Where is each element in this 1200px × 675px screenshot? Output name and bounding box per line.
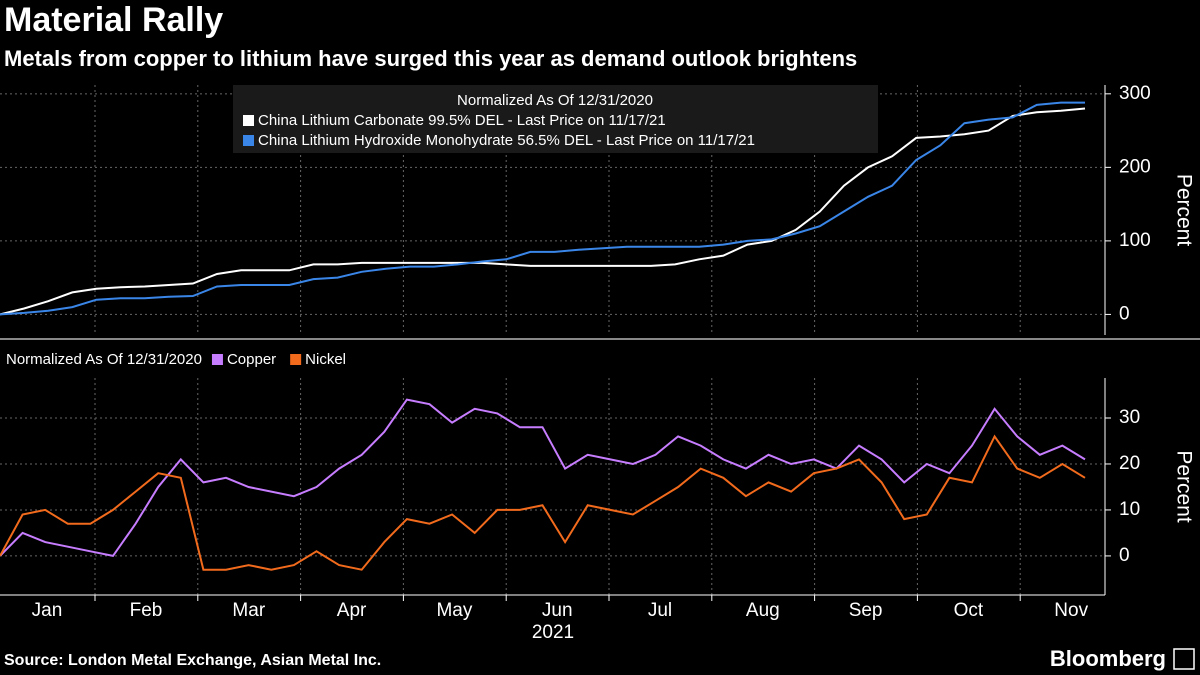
x-tick-label: Apr bbox=[337, 600, 367, 621]
chart-title: Material Rally bbox=[4, 1, 223, 39]
x-tick-label: Aug bbox=[746, 600, 780, 621]
y-tick-label: 30 bbox=[1119, 407, 1140, 428]
series-line bbox=[0, 101, 1085, 316]
chart-subtitle: Metals from copper to lithium have surge… bbox=[4, 46, 857, 71]
x-tick-label: Mar bbox=[232, 600, 265, 621]
legend-swatch bbox=[243, 135, 254, 146]
x-tick-label: Nov bbox=[1054, 600, 1088, 621]
series-line bbox=[0, 398, 1086, 558]
legend-swatch bbox=[211, 354, 223, 365]
y-tick-label: 100 bbox=[1119, 230, 1151, 251]
legend-label: China Lithium Hydroxide Monohydrate 56.5… bbox=[258, 132, 755, 149]
legend-box bbox=[233, 85, 878, 153]
x-tick-label: Feb bbox=[130, 600, 163, 621]
y-tick-label: 20 bbox=[1119, 453, 1140, 474]
legend-label: China Lithium Carbonate 99.5% DEL - Last… bbox=[258, 112, 666, 129]
x-tick-label: Oct bbox=[954, 600, 984, 621]
legend-label: Copper bbox=[227, 351, 276, 368]
x-tick-label: May bbox=[436, 600, 472, 621]
series-line bbox=[0, 434, 1086, 571]
legend-label: Nickel bbox=[305, 351, 346, 368]
brand: Bloomberg bbox=[1050, 646, 1166, 671]
y-tick-label: 200 bbox=[1119, 156, 1151, 177]
y-tick-label: 0 bbox=[1119, 545, 1130, 566]
y-tick-label: 10 bbox=[1119, 499, 1140, 520]
y-tick-label: 300 bbox=[1119, 83, 1151, 104]
series-line bbox=[0, 107, 1086, 316]
x-tick-label: Jul bbox=[648, 600, 672, 621]
legend-title: Normalized As Of 12/31/2020 bbox=[457, 92, 653, 109]
x-tick-label: Sep bbox=[849, 600, 883, 621]
x-axis-label: 2021 bbox=[532, 622, 574, 643]
y-tick-label: 0 bbox=[1119, 303, 1130, 324]
y-axis-label: Percent bbox=[1172, 450, 1195, 523]
x-tick-label: Jan bbox=[32, 600, 63, 621]
x-tick-label: Jun bbox=[542, 600, 573, 621]
y-axis-label: Percent bbox=[1172, 174, 1195, 247]
source: Source: London Metal Exchange, Asian Met… bbox=[4, 652, 381, 669]
legend-title: Normalized As Of 12/31/2020 bbox=[6, 351, 202, 368]
legend-swatch bbox=[243, 115, 254, 126]
legend-swatch bbox=[290, 354, 302, 365]
brand-icon bbox=[1173, 648, 1195, 670]
